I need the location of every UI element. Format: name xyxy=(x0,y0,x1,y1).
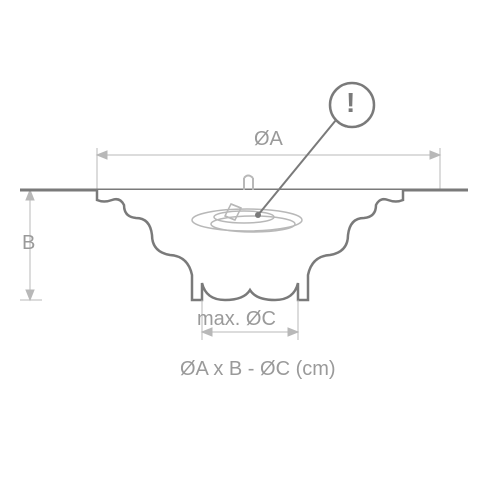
rose-profile xyxy=(97,190,403,300)
label-formula: ØA x B - ØC (cm) xyxy=(180,358,336,381)
label-height-b: B xyxy=(22,232,35,255)
dimension-a xyxy=(97,148,440,190)
label-max-c: max. ØC xyxy=(197,308,276,331)
center-hooks xyxy=(244,176,253,191)
diagram-svg xyxy=(0,0,500,500)
label-diam-a: ØA xyxy=(254,128,283,151)
warning-icon: ! xyxy=(346,87,355,119)
